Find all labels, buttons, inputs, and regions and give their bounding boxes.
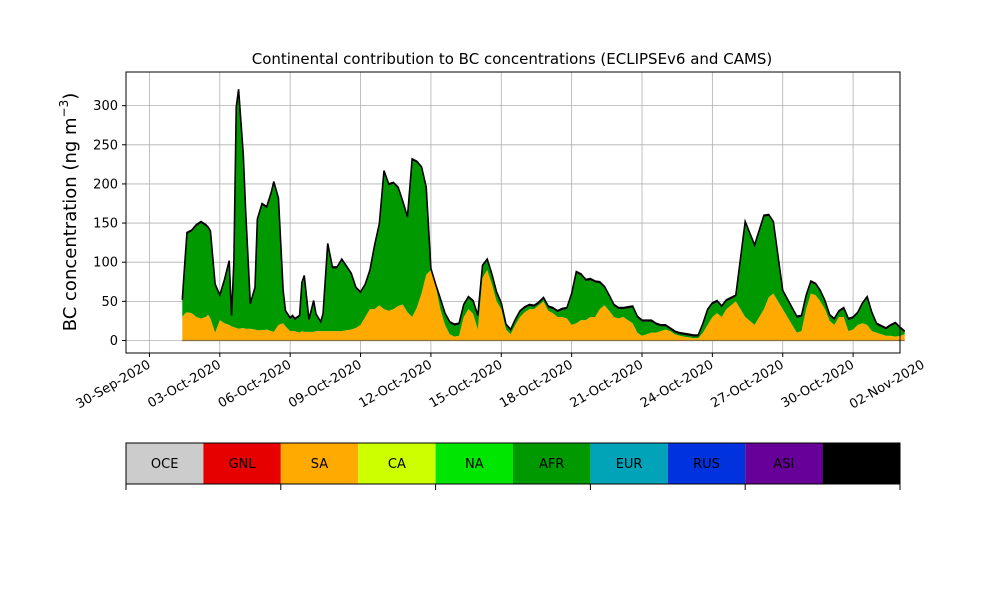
x-tick-label: 03-Oct-2020 (145, 357, 223, 411)
y-axis-label-close: ) (60, 93, 81, 100)
y-tick-label: 250 (93, 138, 118, 153)
legend-label-ca: CA (388, 457, 406, 472)
legend-label-oce: OCE (151, 457, 179, 472)
legend-label-sa: SA (311, 457, 328, 472)
plot-frame (125, 71, 901, 354)
x-tick-label: 02-Nov-2020 (847, 357, 927, 412)
stacked-areas (181, 89, 906, 342)
y-tick-label: 50 (101, 295, 118, 310)
legend-swatch-ca (358, 443, 436, 484)
y-axis-label-sup: −3 (57, 100, 71, 118)
x-tick-label: 21-Oct-2020 (568, 357, 646, 411)
legend-swatch-asi (745, 443, 823, 484)
legend-swatch-gnl (203, 443, 281, 484)
y-axis-label: BC concentration (ng m−3) (57, 93, 81, 332)
legend-swatch-eur (590, 443, 668, 484)
y-tick-label: 200 (93, 177, 118, 192)
x-tick-label: 06-Oct-2020 (216, 357, 294, 411)
total-outline (181, 89, 906, 336)
area-series-afr (182, 90, 905, 339)
legend-swatch-aus (822, 443, 900, 484)
chart-title: Continental contribution to BC concentra… (252, 50, 773, 68)
legend-swatch-oce (126, 443, 204, 484)
y-tick-label: 300 (93, 99, 118, 114)
legend: OCE GNL SA CA NA AFR EUR RUS ASI AUS (125, 442, 901, 490)
legend-label-rus: RUS (693, 457, 720, 472)
x-tick-label: 09-Oct-2020 (286, 357, 364, 411)
legend-label-afr: AFR (539, 457, 564, 472)
y-tick-label: 100 (93, 256, 118, 271)
legend-swatch-rus (667, 443, 746, 484)
legend-label-aus: AUS (848, 457, 875, 472)
y-axis-label-main: BC concentration (ng m (60, 117, 81, 331)
legend-label-na: NA (465, 457, 484, 472)
area-series-sa (182, 270, 905, 341)
y-tick-label: 150 (93, 217, 118, 232)
legend-swatch-afr (513, 443, 591, 484)
x-tick-label: 30-Sep-2020 (74, 357, 154, 412)
x-tick-label: 30-Oct-2020 (779, 357, 857, 411)
x-tick-label: 24-Oct-2020 (638, 357, 716, 411)
x-tick-label: 27-Oct-2020 (708, 357, 786, 411)
legend-label-gnl: GNL (229, 457, 257, 472)
legend-frame (125, 442, 901, 485)
x-tick-label: 18-Oct-2020 (497, 357, 575, 411)
x-tick-label: 12-Oct-2020 (357, 357, 435, 411)
legend-swatch-na (435, 443, 513, 484)
y-tick-label: 0 (110, 334, 118, 349)
x-tick-label: 15-Oct-2020 (427, 357, 505, 411)
legend-label-eur: EUR (616, 457, 643, 472)
legend-swatch-sa (280, 443, 359, 484)
legend-label-asi: ASI (773, 457, 794, 472)
